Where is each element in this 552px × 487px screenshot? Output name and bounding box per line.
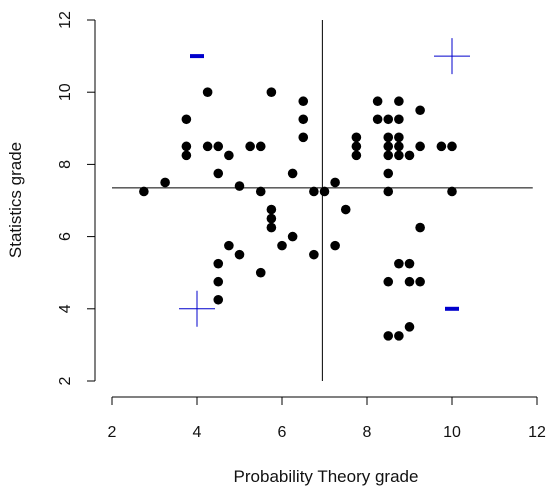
data-point bbox=[181, 114, 192, 125]
data-point bbox=[213, 141, 224, 152]
data-point bbox=[330, 240, 340, 251]
data-point bbox=[372, 114, 383, 125]
y-tick-label: 10 bbox=[57, 83, 74, 101]
data-point bbox=[287, 231, 298, 242]
data-point bbox=[394, 331, 404, 341]
data-point bbox=[394, 141, 404, 152]
data-point bbox=[383, 132, 394, 143]
x-tick-label: 4 bbox=[193, 424, 202, 441]
data-point bbox=[340, 204, 351, 215]
data-point bbox=[255, 141, 266, 152]
data-point bbox=[298, 114, 309, 125]
data-point bbox=[351, 132, 362, 143]
data-point bbox=[447, 186, 457, 197]
data-points bbox=[139, 87, 457, 341]
data-point bbox=[266, 213, 277, 224]
data-point bbox=[372, 96, 383, 107]
data-point bbox=[394, 96, 404, 107]
data-point bbox=[394, 132, 404, 143]
x-tick-label: 12 bbox=[528, 424, 546, 441]
data-point bbox=[404, 258, 415, 269]
data-point bbox=[202, 141, 213, 152]
y-tick-label: 4 bbox=[57, 304, 74, 313]
reference-lines bbox=[112, 20, 533, 381]
data-point bbox=[139, 186, 149, 197]
data-point bbox=[234, 249, 245, 260]
x-axis-label: Probability Theory grade bbox=[234, 467, 419, 486]
x-tick-label: 10 bbox=[443, 424, 461, 441]
data-point bbox=[404, 150, 415, 161]
data-point bbox=[234, 181, 245, 191]
data-point bbox=[330, 177, 340, 188]
data-point bbox=[436, 141, 447, 152]
data-point bbox=[351, 141, 362, 152]
data-point bbox=[383, 141, 394, 152]
data-point bbox=[404, 276, 415, 287]
data-point bbox=[181, 150, 192, 161]
data-point bbox=[394, 114, 404, 125]
data-point bbox=[404, 322, 415, 332]
data-point bbox=[415, 222, 425, 233]
data-point bbox=[213, 294, 224, 305]
data-point bbox=[202, 87, 213, 97]
data-point bbox=[255, 267, 266, 278]
data-point bbox=[351, 150, 362, 161]
data-point bbox=[266, 222, 277, 233]
data-point bbox=[383, 276, 394, 287]
data-point bbox=[383, 114, 394, 125]
data-point bbox=[213, 168, 224, 179]
data-point bbox=[415, 105, 425, 116]
data-point bbox=[224, 150, 234, 161]
data-point bbox=[266, 204, 277, 215]
data-point bbox=[383, 331, 394, 341]
data-point bbox=[415, 276, 425, 287]
data-point bbox=[383, 168, 394, 179]
data-point bbox=[255, 186, 266, 197]
data-point bbox=[309, 249, 319, 260]
data-point bbox=[298, 132, 309, 143]
x-tick-label: 6 bbox=[278, 424, 287, 441]
y-tick-label: 2 bbox=[57, 376, 74, 385]
data-point bbox=[383, 150, 394, 161]
data-point bbox=[277, 240, 287, 251]
data-point bbox=[447, 141, 457, 152]
data-point bbox=[213, 276, 224, 287]
data-point bbox=[383, 186, 394, 197]
data-point bbox=[213, 258, 224, 269]
y-axis-label: Statistics grade bbox=[6, 142, 25, 258]
data-point bbox=[181, 141, 192, 152]
data-point bbox=[298, 96, 309, 107]
data-point bbox=[394, 150, 404, 161]
data-point bbox=[319, 186, 330, 197]
data-point bbox=[309, 186, 319, 197]
y-tick-label: 8 bbox=[57, 160, 74, 169]
data-point bbox=[266, 87, 277, 97]
data-point bbox=[287, 168, 298, 179]
data-point bbox=[415, 141, 425, 152]
quadrant-markers bbox=[179, 38, 470, 327]
x-tick-label: 2 bbox=[108, 424, 117, 441]
data-point bbox=[245, 141, 255, 152]
data-point bbox=[160, 177, 170, 188]
data-point bbox=[224, 240, 234, 251]
y-tick-label: 12 bbox=[57, 11, 74, 29]
y-tick-label: 6 bbox=[57, 232, 74, 241]
data-point bbox=[394, 258, 404, 269]
axis-ticks: 2 4 6 8 10 12 2 4 6 8 10 12 bbox=[57, 11, 546, 441]
x-tick-label: 8 bbox=[363, 424, 372, 441]
